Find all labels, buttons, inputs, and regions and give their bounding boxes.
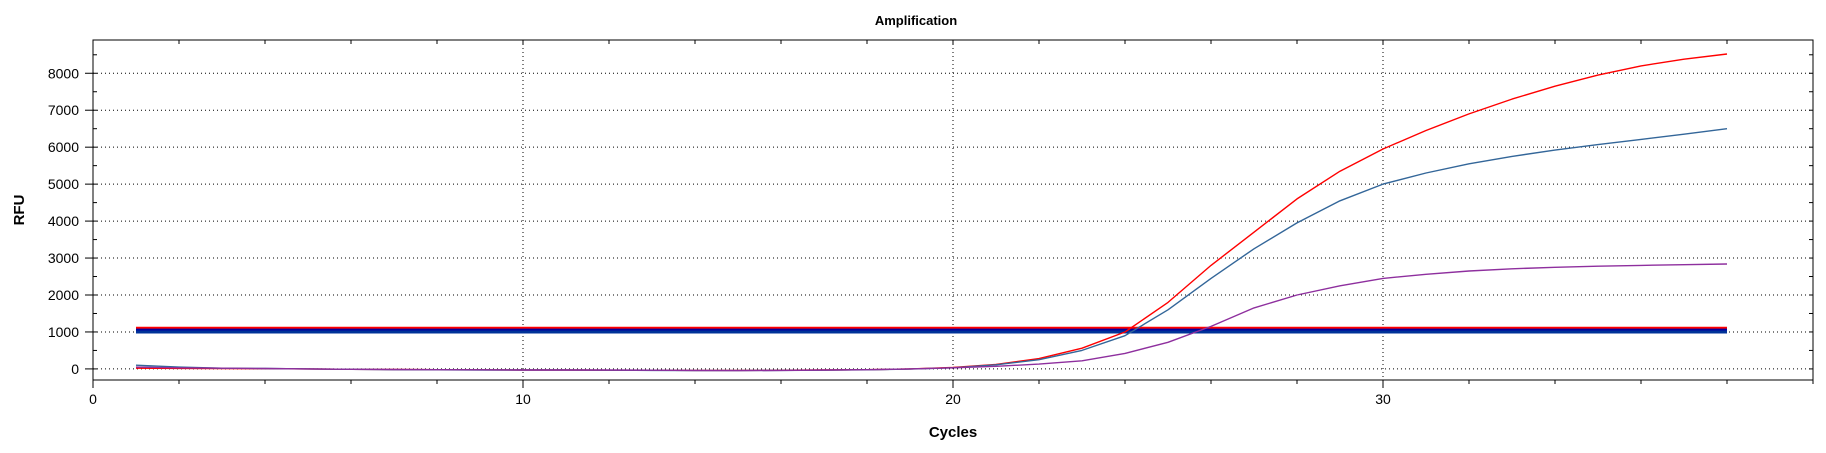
y-tick-label: 3000 xyxy=(48,250,79,266)
y-tick-label: 0 xyxy=(71,361,79,377)
x-tick-label: 10 xyxy=(515,391,531,407)
y-tick-label: 7000 xyxy=(48,102,79,118)
chart-title: Amplification xyxy=(875,13,957,28)
x-tick-label: 0 xyxy=(89,391,97,407)
y-tick-label: 5000 xyxy=(48,176,79,192)
x-tick-label: 20 xyxy=(945,391,961,407)
y-tick-label: 4000 xyxy=(48,213,79,229)
y-tick-label: 1000 xyxy=(48,324,79,340)
y-tick-label: 2000 xyxy=(48,287,79,303)
y-tick-label: 6000 xyxy=(48,139,79,155)
axis-ticks: 0 10 20 30 0 1000 2000 3000 4000 5000 6000 7000 8000 xyxy=(48,40,1814,407)
x-axis-label: Cycles xyxy=(929,424,977,441)
series-line-3 xyxy=(135,263,1728,372)
y-tick-label: 8000 xyxy=(48,65,79,81)
x-tick-label: 30 xyxy=(1375,391,1391,407)
y-axis-label: RFU xyxy=(11,195,28,226)
threshold-lines xyxy=(136,326,1727,334)
data-series xyxy=(135,53,1728,372)
